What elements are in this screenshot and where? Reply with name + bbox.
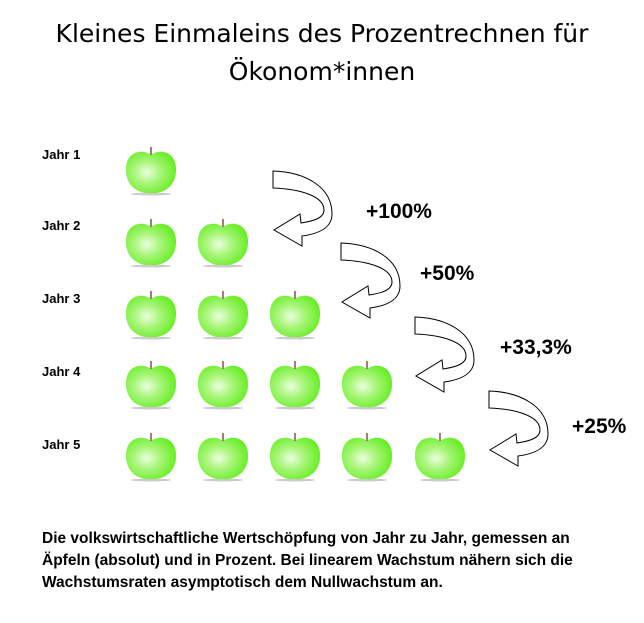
curved-arrow-icon bbox=[272, 170, 334, 250]
apple-icon bbox=[196, 290, 250, 340]
growth-label: +50% bbox=[420, 262, 475, 285]
curved-arrow-icon bbox=[340, 242, 402, 322]
apple-icon bbox=[268, 290, 322, 340]
apple-icon bbox=[340, 360, 394, 410]
apple-icon bbox=[196, 360, 250, 410]
growth-label: +33,3% bbox=[500, 336, 572, 359]
growth-label: +25% bbox=[572, 415, 627, 438]
title-line-1: Kleines Einmaleins des Prozentrechnen fü… bbox=[55, 19, 589, 48]
year-label: Jahr 5 bbox=[42, 437, 81, 452]
apple-icon bbox=[196, 432, 250, 482]
curved-arrow-icon bbox=[414, 316, 476, 396]
apple-icon bbox=[340, 432, 394, 482]
apple-icon bbox=[268, 432, 322, 482]
apple-icon bbox=[196, 218, 250, 268]
apple-icon bbox=[413, 432, 467, 482]
year-label: Jahr 2 bbox=[42, 218, 81, 233]
apple-icon bbox=[124, 146, 178, 196]
apple-icon bbox=[124, 290, 178, 340]
year-label: Jahr 3 bbox=[42, 291, 81, 306]
apple-icon bbox=[124, 432, 178, 482]
caption: Die volkswirtschaftliche Wertschöpfung v… bbox=[42, 530, 573, 591]
title-line-2: Ökonom*innen bbox=[228, 57, 416, 86]
year-label: Jahr 1 bbox=[42, 147, 81, 162]
apple-icon bbox=[124, 218, 178, 268]
curved-arrow-icon bbox=[488, 390, 550, 470]
apple-icon bbox=[124, 360, 178, 410]
growth-label: +100% bbox=[366, 200, 432, 223]
apple-icon bbox=[268, 360, 322, 410]
year-label: Jahr 4 bbox=[42, 364, 81, 379]
